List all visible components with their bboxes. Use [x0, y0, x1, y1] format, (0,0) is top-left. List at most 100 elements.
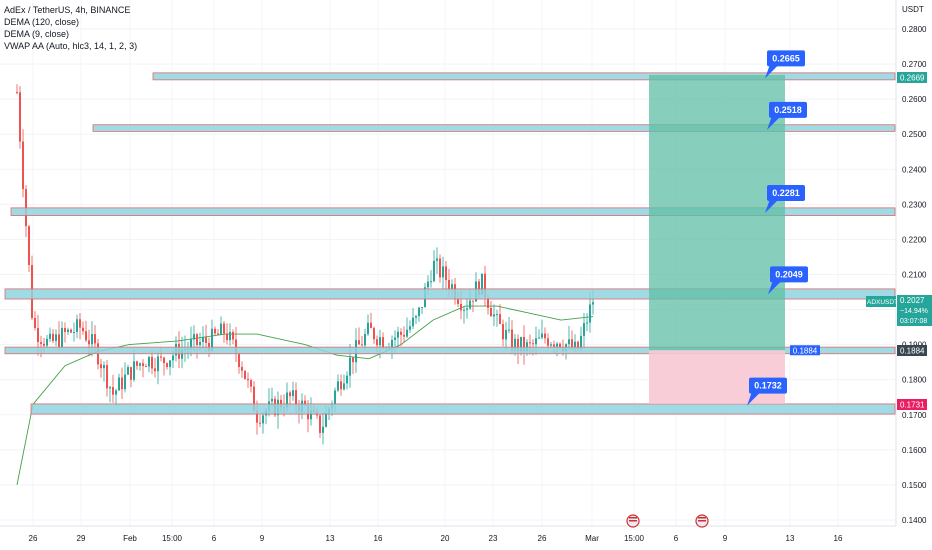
candle-body [34, 317, 36, 329]
bar-countdown-text: 03:07:08 [900, 318, 927, 325]
time-tick-label: 15:00 [162, 534, 183, 543]
level-zone[interactable] [152, 72, 896, 81]
candle-body [391, 339, 393, 348]
price-tick-label: 0.1600 [902, 446, 927, 455]
profit-zone[interactable] [649, 74, 785, 351]
chart-legend[interactable]: AdEx / TetherUS, 4h, BINANCE DEMA (120, … [4, 4, 137, 52]
symbol-title[interactable]: AdEx / TetherUS, 4h, BINANCE [4, 5, 131, 15]
price-tick-label: 0.2800 [902, 25, 927, 34]
candle-body [502, 324, 504, 340]
support-tag-text: 0.1884 [900, 347, 925, 356]
candle-body [205, 337, 207, 343]
level-zone[interactable] [30, 403, 896, 415]
candle-body [367, 322, 369, 335]
callout-text: 0.2665 [772, 53, 800, 63]
candle-body [526, 342, 528, 351]
candle-body [82, 327, 84, 332]
time-tick-label: 26 [29, 534, 38, 543]
candle-body [337, 381, 339, 391]
us-event-flag-1[interactable] [626, 514, 640, 528]
candle-body [592, 302, 594, 305]
candle-body [580, 335, 582, 349]
candle-body [142, 363, 144, 367]
candle-body [436, 258, 438, 261]
stop-price-tag: 0.1731 [897, 399, 927, 410]
support-inner-label-text: 0.1884 [793, 346, 818, 355]
time-tick-label: 26 [538, 534, 547, 543]
indicator-dema-120[interactable]: DEMA (120, close) [4, 17, 80, 27]
candle-body [73, 332, 75, 334]
us-flag-stripe [629, 520, 637, 522]
candle-body [169, 360, 171, 368]
candle-body [373, 328, 375, 340]
time-tick-label: 9 [260, 534, 265, 543]
level-callout[interactable]: 0.2049 [768, 266, 808, 295]
candle-body [472, 300, 474, 302]
candle-body [115, 390, 117, 395]
candle-body [352, 357, 354, 363]
time-tick-label: Feb [123, 534, 137, 543]
callout-pointer [767, 115, 781, 130]
time-tick-label: 16 [374, 534, 383, 543]
time-axis-ticks: 26 29 Feb 15:00 6 9 13 16 20 23 26 Mar 15:00 6 9 13 16 [29, 534, 843, 543]
price-axis-ticks: 0.2800 0.2700 0.2600 0.2500 0.2400 0.2300 0.22… [902, 25, 927, 525]
candle-body [514, 338, 516, 351]
level-callout[interactable]: 0.2518 [767, 101, 807, 130]
candle-body [145, 366, 147, 368]
candle-body [88, 340, 90, 345]
candle-body [43, 343, 45, 346]
time-tick-label: 20 [441, 534, 450, 543]
us-flag-stripe [698, 520, 706, 522]
candle-body [151, 356, 153, 369]
callout-pointer [765, 199, 779, 214]
candle-body [193, 334, 195, 340]
time-axis[interactable]: 26 29 Feb 15:00 6 9 13 16 20 23 26 Mar 15:00 6 9 13 16 [0, 525, 896, 543]
candle-body [49, 333, 51, 339]
current-price-bg [897, 295, 932, 326]
level-zone[interactable] [4, 288, 896, 300]
candle-body [286, 392, 288, 408]
callout-box [767, 50, 805, 67]
stop-tag-text: 0.1731 [900, 401, 925, 410]
indicator-vwap[interactable]: VWAP AA (Auto, hlc3, 14, 1, 2, 3) [4, 41, 138, 51]
candle-body [76, 319, 78, 333]
level-zone[interactable] [92, 124, 896, 132]
indicator-dema-9[interactable]: DEMA (9, close) [4, 29, 70, 39]
callout-box [769, 101, 807, 118]
candle-body [343, 383, 345, 390]
candle-body [478, 281, 480, 295]
price-tick-label: 0.1500 [902, 481, 927, 490]
time-tick-label: 15:00 [624, 534, 645, 543]
candle-body [190, 339, 192, 349]
level-zone[interactable] [10, 207, 896, 216]
loss-zone[interactable] [649, 350, 785, 404]
candle-body [22, 141, 24, 190]
candle-body [241, 366, 243, 371]
candle-body [322, 426, 324, 433]
candle-body [103, 365, 105, 369]
candle-body [214, 328, 216, 334]
us-event-flag-2[interactable] [695, 514, 709, 528]
us-flag-stripe [698, 517, 706, 519]
price-axis-currency: USDT [902, 5, 924, 14]
candle-body [67, 329, 69, 332]
price-tick-label: 0.2300 [902, 200, 927, 209]
level-callout[interactable]: 0.1732 [747, 377, 787, 406]
candle-body [586, 322, 588, 324]
candle-body [415, 316, 417, 318]
candle-body [361, 344, 363, 346]
level-zone[interactable] [4, 346, 896, 355]
time-tick-label: 13 [326, 534, 335, 543]
callout-text: 0.2049 [775, 269, 803, 279]
candle-body [52, 333, 54, 342]
target-tag-text: 0.2669 [900, 74, 925, 83]
level-callout[interactable]: 0.2281 [765, 185, 805, 214]
level-labels-layer: 0.2665 0.2518 0.2281 0.2049 0.1732 [747, 50, 808, 406]
time-tick-label: 16 [834, 534, 843, 543]
candle-body [379, 337, 381, 346]
level-callout[interactable]: 0.2665 [765, 50, 805, 79]
us-flag-stripe [629, 517, 637, 519]
candle-body [400, 331, 402, 335]
candle-body [160, 356, 162, 358]
